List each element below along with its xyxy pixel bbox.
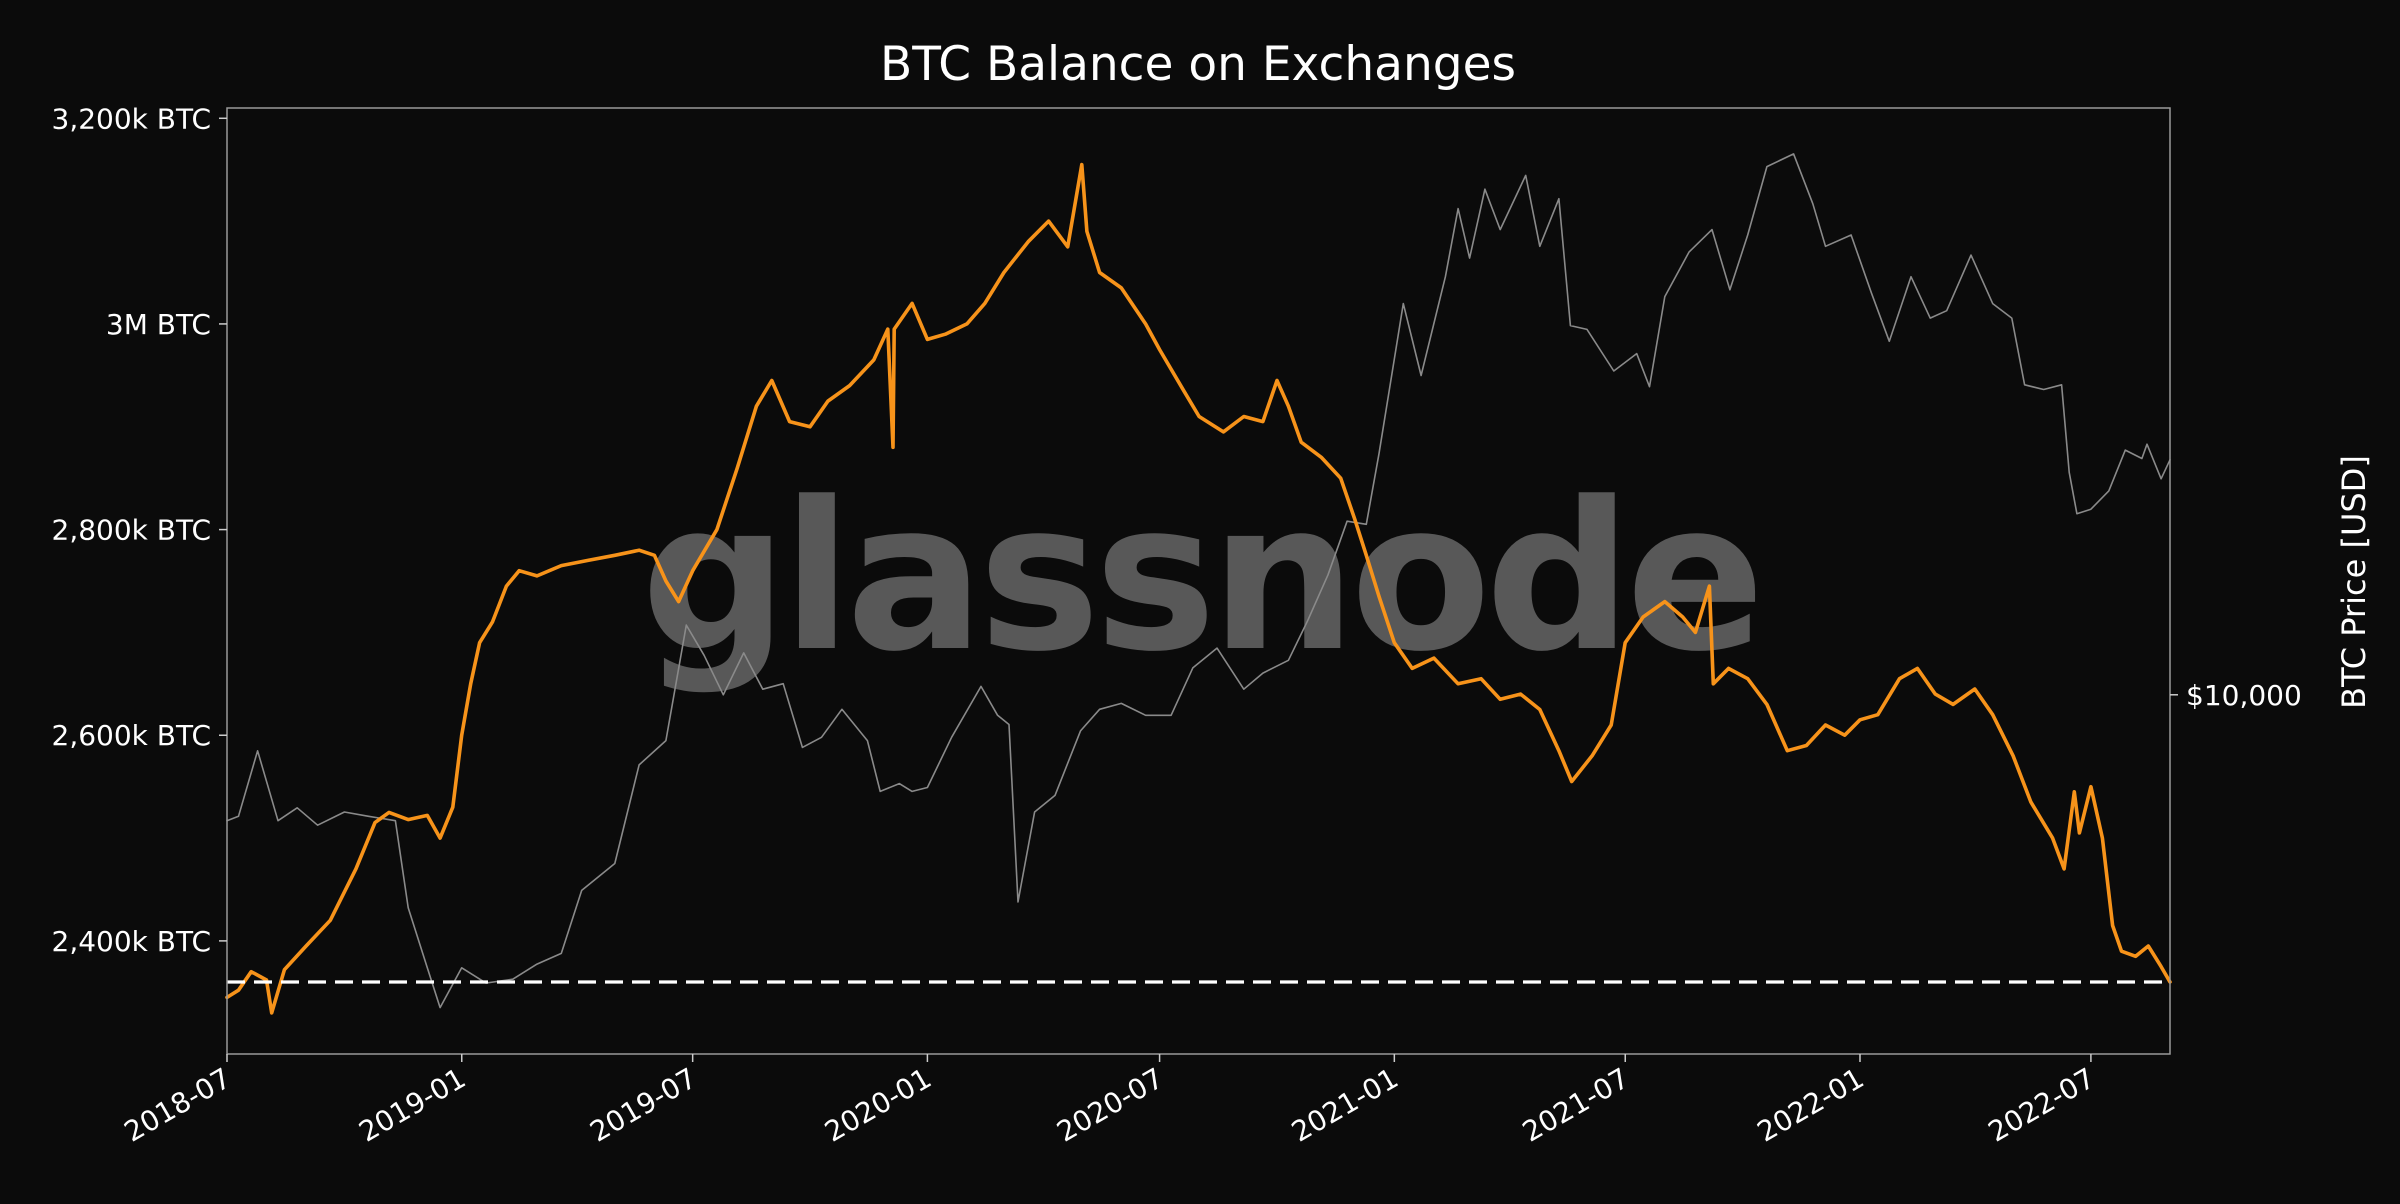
y2-axis-label: BTC Price [USD] [2335,455,2373,709]
y-tick-label: 2,800k BTC [52,514,212,547]
watermark: glassnode [641,459,1759,697]
plot-area [225,153,2172,1015]
series-line-btc-balance [225,162,2172,1015]
series-line-btc-price [226,153,2171,1009]
y-tick-label: 3,200k BTC [52,102,212,135]
y-tick-label: 2,400k BTC [52,925,212,958]
plot-frame [226,107,2171,1055]
y-tick-label: 2,600k BTC [52,719,212,752]
y-tick-label: 3M BTC [106,308,211,341]
chart-title: BTC Balance on Exchanges [880,37,1516,92]
y2-tick-label: $10,000 [2186,679,2302,712]
